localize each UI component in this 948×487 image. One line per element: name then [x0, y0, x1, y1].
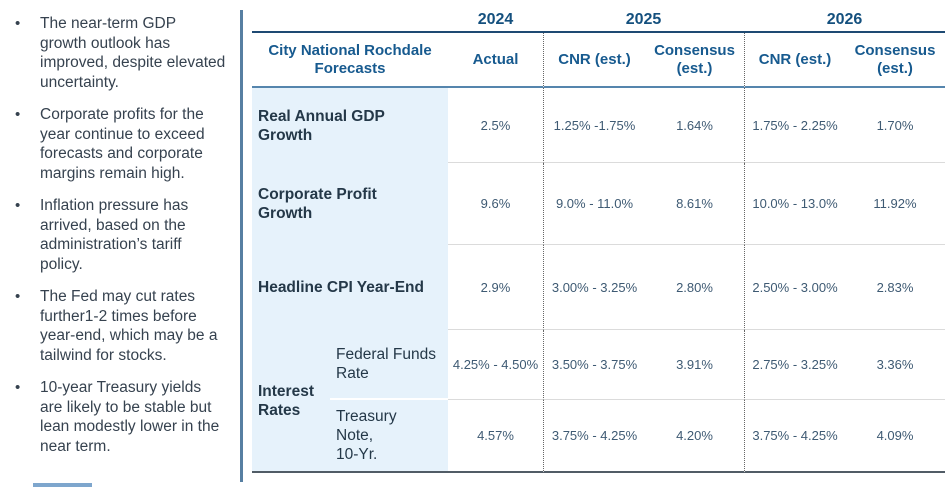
row-label-corporate-profit: Corporate Profit Growth — [252, 163, 448, 245]
cell-ffr-consensus-2026: 3.36% — [845, 330, 945, 400]
year-2026: 2026 — [744, 8, 945, 33]
table-title: City National Rochdale Forecasts — [252, 33, 448, 88]
bullet-item-fed-rates: The Fed may cut rates further1-2 times b… — [12, 287, 226, 365]
cell-cpi-consensus-2026: 2.83% — [845, 245, 945, 330]
cell-gdp-cnr-2026: 1.75% - 2.25% — [744, 88, 845, 163]
cell-cpi-cnr-2026: 2.50% - 3.00% — [744, 245, 845, 330]
cell-tnote-cnr-2025: 3.75% - 4.25% — [543, 400, 645, 473]
bullet-item-corporate-profits: Corporate profits for the year continue … — [12, 105, 226, 183]
cell-gdp-cnr-2025: 1.25% -1.75% — [543, 88, 645, 163]
row-label-headline-cpi: Headline CPI Year-End — [252, 245, 448, 330]
cell-profit-actual: 9.6% — [448, 163, 543, 245]
bullet-item-inflation: Inflation pressure has arrived, based on… — [12, 196, 226, 274]
row-label-federal-funds-rate: Federal Funds Rate — [330, 330, 448, 400]
footer-accent-bar — [33, 483, 92, 487]
col-header-cnr-2026: CNR (est.) — [744, 33, 845, 88]
cell-gdp-consensus-2026: 1.70% — [845, 88, 945, 163]
cell-cpi-consensus-2025: 2.80% — [645, 245, 744, 330]
cell-profit-cnr-2026: 10.0% - 13.0% — [744, 163, 845, 245]
year-2025: 2025 — [543, 8, 744, 33]
year-row-spacer — [252, 8, 448, 33]
bullet-list: The near-term GDP growth outlook has imp… — [12, 14, 226, 469]
row-group-label-interest-rates: Interest Rates — [252, 330, 330, 473]
forecast-table: 2024 2025 2026 City National Rochdale Fo… — [252, 8, 945, 473]
cell-cpi-actual: 2.9% — [448, 245, 543, 330]
vertical-divider — [240, 10, 243, 482]
cell-ffr-actual: 4.25% - 4.50% — [448, 330, 543, 400]
cell-ffr-consensus-2025: 3.91% — [645, 330, 744, 400]
bullet-item-treasury-yields: 10-year Treasury yields are likely to be… — [12, 378, 226, 456]
col-header-consensus-2026: Consensus (est.) — [845, 33, 945, 88]
cell-profit-consensus-2025: 8.61% — [645, 163, 744, 245]
cell-gdp-actual: 2.5% — [448, 88, 543, 163]
cell-tnote-actual: 4.57% — [448, 400, 543, 473]
cell-profit-cnr-2025: 9.0% - 11.0% — [543, 163, 645, 245]
bullet-item-gdp-outlook: The near-term GDP growth outlook has imp… — [12, 14, 226, 92]
year-2024: 2024 — [448, 8, 543, 33]
cell-profit-consensus-2026: 11.92% — [845, 163, 945, 245]
col-header-consensus-2025: Consensus (est.) — [645, 33, 744, 88]
col-header-cnr-2025: CNR (est.) — [543, 33, 645, 88]
cell-tnote-cnr-2026: 3.75% - 4.25% — [744, 400, 845, 473]
cell-tnote-consensus-2025: 4.20% — [645, 400, 744, 473]
row-label-treasury-note: Treasury Note, 10-Yr. — [330, 400, 448, 473]
cell-gdp-consensus-2025: 1.64% — [645, 88, 744, 163]
cell-ffr-cnr-2025: 3.50% - 3.75% — [543, 330, 645, 400]
col-header-actual-2024: Actual — [448, 33, 543, 88]
row-label-gdp-growth: Real Annual GDP Growth — [252, 88, 448, 163]
cell-ffr-cnr-2026: 2.75% - 3.25% — [744, 330, 845, 400]
cell-cpi-cnr-2025: 3.00% - 3.25% — [543, 245, 645, 330]
cell-tnote-consensus-2026: 4.09% — [845, 400, 945, 473]
